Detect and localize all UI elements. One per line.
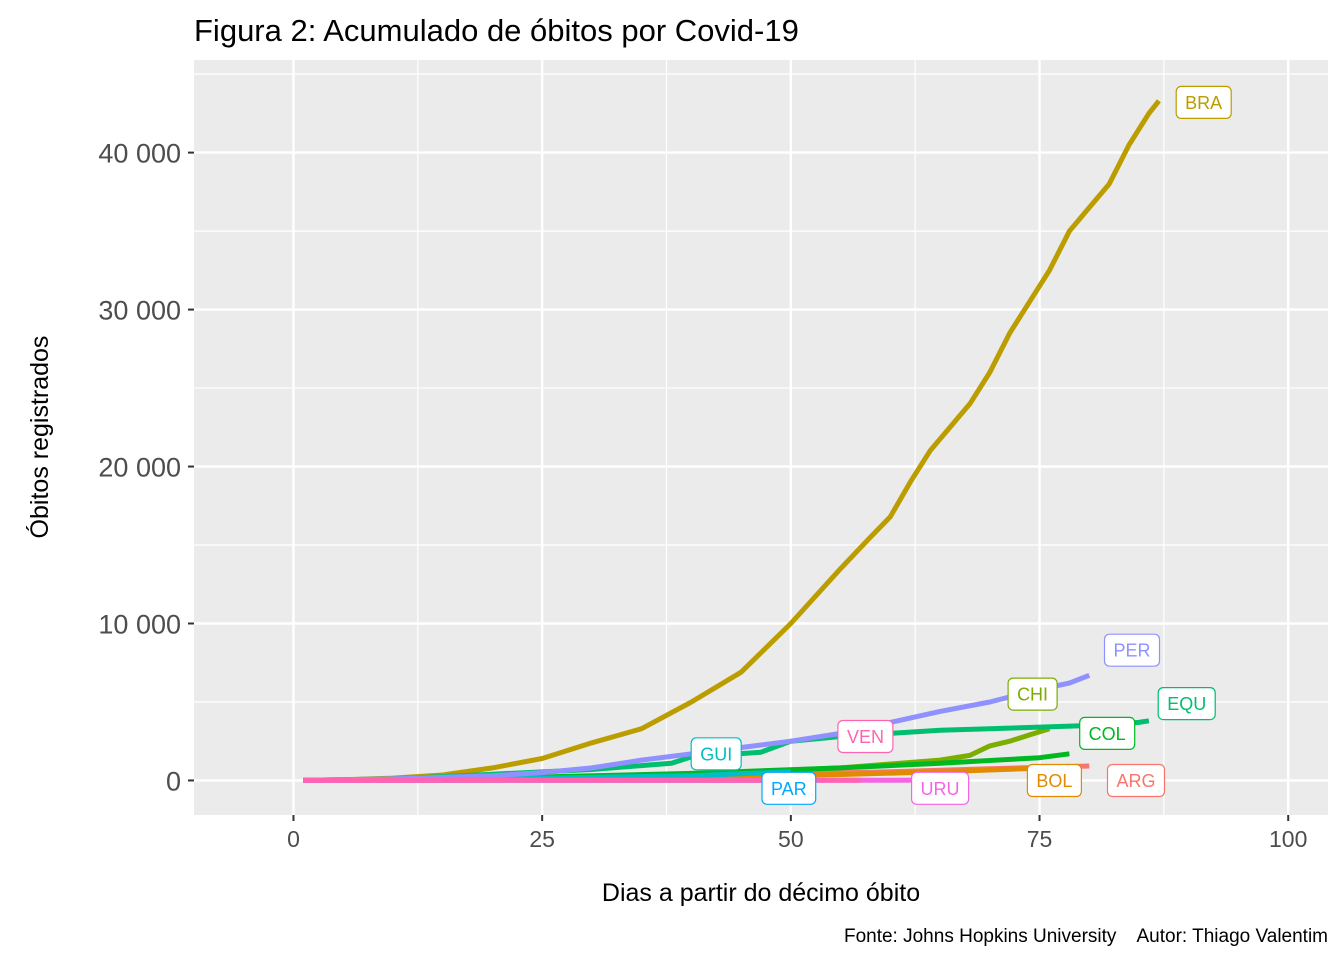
x-axis-label: Dias a partir do décimo óbito	[602, 879, 920, 907]
series-label-text: VEN	[847, 727, 884, 747]
series-label-chi: CHI	[1008, 678, 1057, 710]
x-tick-label: 75	[1027, 826, 1053, 852]
series-label-text: GUI	[700, 744, 732, 764]
series-label-equ: EQU	[1158, 688, 1215, 720]
y-tick-label: 30 000	[98, 296, 181, 326]
y-axis-label: Óbitos registrados	[25, 336, 54, 539]
y-tick-label: 20 000	[98, 453, 181, 483]
chart-title: Figura 2: Acumulado de óbitos por Covid-…	[194, 13, 799, 48]
series-label-gui: GUI	[691, 738, 741, 770]
series-label-text: COL	[1089, 724, 1126, 744]
series-label-text: EQU	[1167, 694, 1206, 714]
series-label-uru: URU	[912, 772, 969, 804]
x-tick-label: 25	[529, 826, 555, 852]
series-label-text: CHI	[1017, 685, 1048, 705]
x-tick-label: 0	[287, 826, 300, 852]
series-label-ven: VEN	[838, 721, 893, 753]
x-tick-label: 50	[778, 826, 804, 852]
y-tick-label: 10 000	[98, 610, 181, 640]
series-label-bra: BRA	[1176, 86, 1231, 118]
series-label-text: URU	[921, 779, 960, 799]
y-axis-ticks: 0 10 000 20 000 30 000 40 000	[98, 139, 194, 797]
series-label-text: PER	[1114, 641, 1151, 661]
series-label-arg: ARG	[1108, 765, 1165, 797]
series-label-text: ARG	[1117, 771, 1156, 791]
caption: Fonte: Johns Hopkins University Autor: T…	[844, 926, 1328, 947]
y-tick-label: 40 000	[98, 139, 181, 169]
series-label-per: PER	[1105, 634, 1160, 666]
series-label-text: BOL	[1036, 771, 1072, 791]
series-label-text: PAR	[771, 779, 807, 799]
series-label-par: PAR	[762, 772, 816, 804]
x-axis-ticks: 0 25 50 75 100	[287, 815, 1307, 852]
series-label-col: COL	[1080, 717, 1135, 749]
series-label-bol: BOL	[1027, 765, 1081, 797]
series-label-text: BRA	[1185, 93, 1222, 113]
x-tick-label: 100	[1269, 826, 1307, 852]
y-tick-label: 0	[166, 766, 181, 796]
